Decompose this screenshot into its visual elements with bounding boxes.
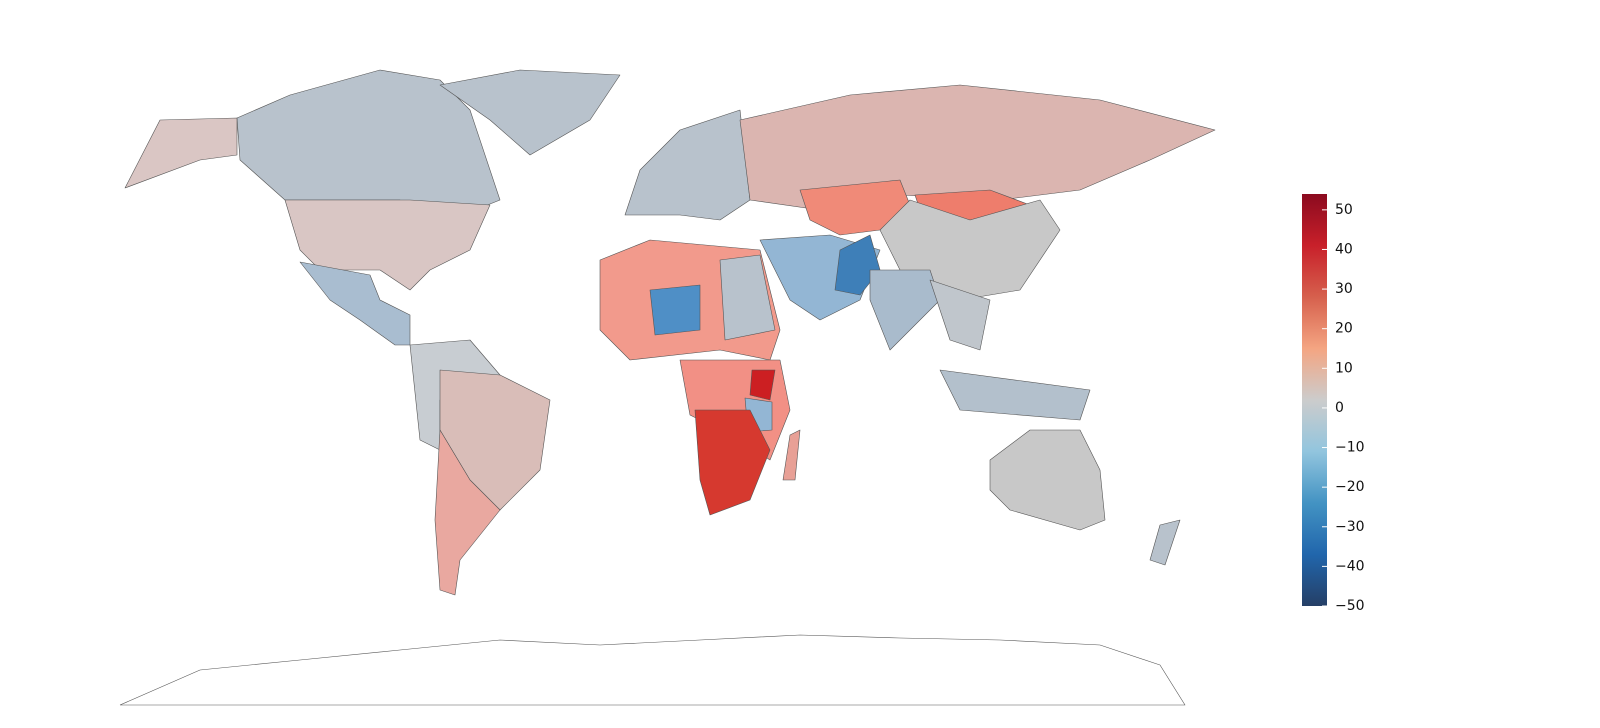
colorbar-tick-label: 10 (1335, 360, 1353, 376)
colorbar-tick-label: −30 (1335, 519, 1365, 535)
colorbar-tick-label: −20 (1335, 479, 1365, 495)
colorbar-tick-label: 0 (1335, 400, 1344, 416)
southeast-asia (929, 279, 991, 351)
australia (989, 429, 1106, 531)
world-map (119, 69, 1216, 706)
colorbar (1302, 194, 1327, 606)
south-cone (434, 429, 501, 596)
colorbar-tick-label: 40 (1335, 241, 1353, 257)
greenland (439, 69, 621, 156)
colorbar-tick-label: 50 (1335, 202, 1353, 218)
southern-africa (694, 409, 771, 516)
usa (284, 199, 491, 291)
alaska (124, 117, 238, 189)
antarctica (119, 634, 1186, 706)
madagascar (782, 429, 801, 481)
colorbar-tick-label: 30 (1335, 281, 1353, 297)
sahel-west (649, 284, 701, 336)
egypt-sudan (719, 254, 776, 341)
colorbar-tick-label: −40 (1335, 558, 1365, 574)
colorbar-tick-label: −10 (1335, 440, 1365, 456)
india (869, 269, 941, 351)
indonesia (939, 369, 1091, 421)
colorbar-tick-label: 20 (1335, 321, 1353, 337)
kenya (749, 369, 776, 401)
colorbar-tick-label: −50 (1335, 598, 1365, 614)
new-zealand (1149, 519, 1181, 566)
europe (624, 109, 751, 221)
